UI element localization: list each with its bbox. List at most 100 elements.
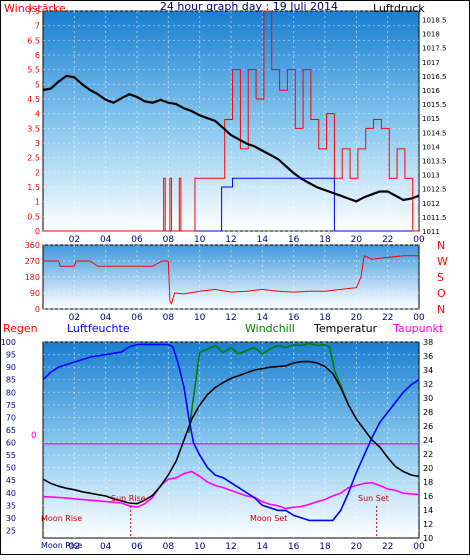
panel1-x-tick-label: 06 [131, 235, 143, 245]
panel1-title: 24 hour graph day : 19 Juli 2014 [160, 1, 338, 13]
panel1-right-tick-label: 1013 [422, 172, 440, 180]
panel3-left-tick-label: 50 [6, 464, 16, 473]
panel3-right-tick-label: 10 [423, 534, 433, 543]
panel1-left-label: Windstärke [4, 2, 66, 15]
panel1-left-tick-label: 1.5 [27, 183, 40, 192]
panel3-left-tick-label: 35 [6, 501, 16, 510]
panel1-left-tick-label: 2.5 [27, 154, 40, 163]
panel3-x-tick-label: 04 [100, 542, 112, 552]
panel1-x-tick-label: 10 [194, 235, 206, 245]
panel2-x-tick-label: 14 [257, 313, 269, 323]
panel1-right-label: Luftdruck [373, 2, 425, 15]
panel2-left-tick-label: 270 [25, 257, 40, 266]
panel1-right-tick-label: 1012 [422, 200, 440, 208]
panel3-left-tick-label: 90 [6, 363, 16, 372]
annotation-moon-set: Moon Set [250, 514, 287, 523]
panel1-left-tick-label: 0 [35, 227, 40, 236]
panel1-right-tick-label: 1018 [422, 31, 440, 39]
panel3-x-tick-label: 22 [382, 542, 393, 552]
panel1-right-tick-label: 1017 [422, 59, 440, 67]
panel3-left-tick-label: 85 [6, 376, 16, 385]
panel3-x-tick-label: 12 [225, 542, 236, 552]
panel3-left-tick-label: 95 [6, 351, 16, 360]
panel3-x-tick-label: 16 [288, 542, 300, 552]
direction-letter: W [437, 255, 448, 268]
panel2-x-tick-label: 02 [69, 313, 80, 323]
panel1-left-tick-label: 7 [35, 22, 40, 31]
series-humidity-line [42, 343, 420, 522]
panel3-right-tick-label: 12 [423, 520, 433, 529]
annotation-moon-rise: Moon Rise [41, 514, 82, 523]
panel1-right-tick-label: 1011 [422, 228, 440, 236]
panel1-right-tick-label: 1015.5 [422, 101, 447, 109]
panel3-x-tick-label: 20 [351, 542, 363, 552]
panel1-left-tick-label: 7.5 [27, 7, 40, 16]
panel3-right-tick-label: 30 [423, 394, 433, 403]
zero-line-label: 0 [31, 431, 37, 441]
panel1-right-tick-label: 1012.5 [422, 186, 447, 194]
panel1-left-tick-label: 6 [35, 51, 40, 60]
direction-letter: N [437, 239, 445, 252]
panel1-right-tick-label: 1017.5 [422, 45, 447, 53]
panel3-x-tick-label: 02 [69, 542, 80, 552]
panel2-x-tick-label: 08 [163, 313, 175, 323]
label-windchill: Windchill [245, 322, 295, 335]
panel2-x-tick-label: 20 [351, 313, 363, 323]
panel2-x-tick-label: 06 [131, 313, 143, 323]
direction-letter: S [437, 271, 444, 284]
panel3-x-tick-label: 06 [131, 542, 143, 552]
panel3-left-tick-label: 80 [6, 388, 16, 397]
panel1-right-tick-label: 1016.5 [422, 73, 447, 81]
panel3-right-tick-label: 36 [423, 352, 433, 361]
panel2-grid: 0 90 180 270 360 02 04 06 08 10 12 14 16 18 20 22 00 [25, 241, 425, 323]
panel1-left-tick-label: 4 [35, 110, 40, 119]
panel1-right-tick-label: 1018.5 [422, 16, 447, 24]
panel1-x-tick-label: 00 [413, 235, 425, 245]
direction-letter: N [437, 303, 445, 316]
series-wind-line [43, 10, 419, 232]
panel3-left-tick-label: 65 [6, 426, 16, 435]
panel3-left-tick-label: 60 [6, 439, 16, 448]
panel3-x-tick-label: 08 [163, 542, 175, 552]
panel3-right-tick-label: 22 [423, 450, 433, 459]
panel1-right-tick-label: 1013.5 [422, 157, 447, 165]
panel2-x-tick-label: 10 [194, 313, 206, 323]
panel3-right-tick-label: 28 [423, 408, 433, 417]
panel1-left-tick-label: 5.5 [27, 66, 40, 75]
panel3-left-tick-label: 40 [6, 489, 16, 498]
panel2-x-tick-label: 18 [319, 313, 331, 323]
panel1-left-tick-label: 5 [35, 80, 40, 89]
panel2-x-tick-label: 12 [225, 313, 236, 323]
panel2-marks [43, 254, 419, 305]
panel3-right-tick-label: 38 [423, 338, 433, 347]
panel-wind-pressure: 0 0.5 1 1.5 2 2.5 3 3.5 4 4.5 5 5.5 6 6.5 7 7.5 1011 1011… [4, 0, 447, 245]
panel1-left-tick-label: 6.5 [27, 36, 40, 45]
panel3-right-tick-label: 24 [423, 436, 433, 445]
panel1-x-tick-label: 22 [382, 235, 393, 245]
series-dewpoint-line [42, 470, 420, 510]
panel3-grid: 2530354045505560657075808590951001012141… [1, 338, 433, 552]
panel1-x-tick-label: 04 [100, 235, 112, 245]
panel1-marks [42, 10, 420, 232]
series-pressure-line [42, 74, 420, 203]
panel2-left-tick-label: 90 [30, 289, 40, 298]
panel3-x-tick-label: 10 [194, 542, 206, 552]
panel3-left-tick-label: 70 [6, 413, 16, 422]
panel1-right-tick-label: 1014.5 [422, 129, 447, 137]
panel3-x-tick-label: 00 [413, 542, 425, 552]
panel1-right-tick-label: 1011.5 [422, 214, 447, 222]
panel3-right-tick-label: 34 [423, 366, 433, 375]
panel1-left-tick-label: 3 [35, 139, 40, 148]
label-temperature: Temperatur [313, 322, 378, 335]
panel3-x-tick-label: 14 [257, 542, 269, 552]
panel3-right-tick-label: 16 [423, 492, 433, 501]
panel3-x-tick-label: 18 [319, 542, 331, 552]
series-wind-direction-line [43, 254, 419, 305]
panel2-x-tick-label: 16 [288, 313, 300, 323]
annotation-moon-rise-bottom: Moon Rise [41, 541, 82, 550]
series-temperature-line [42, 360, 420, 505]
panel1-left-tick-label: 4.5 [27, 95, 40, 104]
annotation-sun-set: Sun Set [358, 494, 389, 503]
